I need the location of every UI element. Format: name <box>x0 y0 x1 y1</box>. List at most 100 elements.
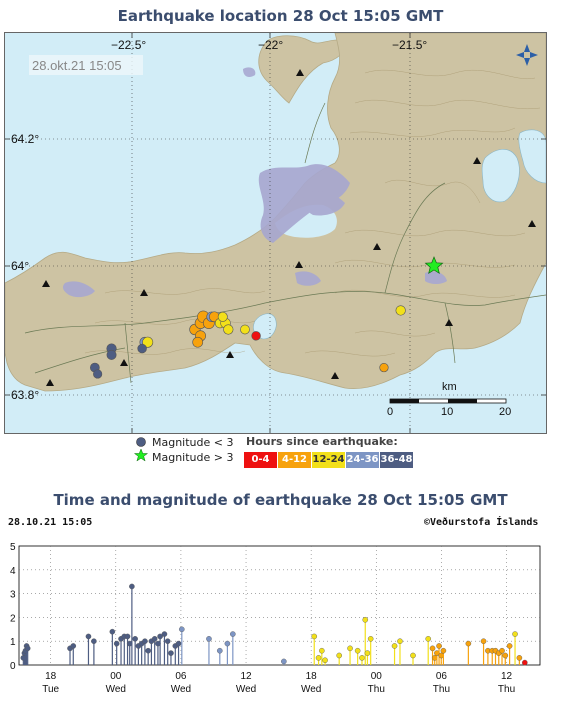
quake-point <box>436 643 442 649</box>
legend-symbols <box>134 437 148 462</box>
earthquake-map[interactable]: −22.5° −22° −21.5° 64.2° 64° 63.8° 28.ok… <box>4 32 547 434</box>
hours-24-36: 24-36 <box>346 452 379 468</box>
legend-small-label: Magnitude < 3 <box>152 436 234 449</box>
quake-point <box>429 645 436 652</box>
scale-tick-20: 20 <box>499 406 511 418</box>
quake-point <box>397 638 403 644</box>
quake-point <box>506 643 513 649</box>
y-tick-label: 1 <box>10 637 16 648</box>
lat-label-1: 64.2° <box>11 132 39 146</box>
quake-point <box>347 645 353 652</box>
frame-ticks <box>5 33 546 433</box>
quake-marker <box>240 324 250 335</box>
quake-point <box>109 628 116 635</box>
legend-large-label: Magnitude > 3 <box>152 451 234 464</box>
quake-point <box>281 658 287 665</box>
quake-marker <box>395 305 406 316</box>
x-day-label: Thu <box>433 684 450 695</box>
hours-4-12: 4-12 <box>278 452 311 468</box>
x-day-label: Tue <box>42 684 59 695</box>
quake-point <box>151 636 158 642</box>
legend-star-icon <box>134 448 148 462</box>
lon-label-2: −22° <box>258 38 283 52</box>
quake-marker <box>223 324 234 335</box>
graticule <box>5 33 546 433</box>
x-tick-label: 18 <box>45 671 57 682</box>
quake-marker <box>217 311 228 322</box>
land-north-west <box>258 35 347 104</box>
plot-area <box>18 545 541 666</box>
scale-tick-0: 0 <box>387 406 393 418</box>
quake-point <box>142 638 148 644</box>
quake-point <box>354 647 361 654</box>
quake-point <box>168 650 174 656</box>
quake-point <box>145 647 151 654</box>
quake-point <box>522 659 528 666</box>
quake-point <box>391 643 398 649</box>
y-tick-label: 0 <box>10 661 16 672</box>
x-tick-label: 00 <box>110 671 122 682</box>
quake-point <box>465 640 472 647</box>
quake-point <box>124 633 131 640</box>
quake-point <box>322 657 328 664</box>
x-tick-label: 06 <box>436 671 448 682</box>
large-quake-star-icon <box>424 256 444 275</box>
legend-small-dot-icon <box>136 437 146 447</box>
y-tick-label: 3 <box>10 590 16 601</box>
quake-point <box>179 626 185 633</box>
quake-point <box>367 636 374 642</box>
quake-point <box>157 633 163 640</box>
quake-point <box>113 640 120 647</box>
quake-marker <box>379 363 389 373</box>
quake-point <box>336 652 342 659</box>
x-day-label: Wed <box>236 684 256 695</box>
quake-marker <box>137 343 147 354</box>
scale-tick-10: 10 <box>441 406 453 418</box>
quake-marker <box>142 336 154 348</box>
chart-title: Time and magnitude of earthquake 28 Oct … <box>53 491 508 509</box>
y-tick-label: 4 <box>10 566 16 577</box>
quake-point <box>315 655 322 661</box>
quake-point <box>311 633 318 640</box>
quake-point <box>425 636 432 642</box>
chart-date: 28.10.21 15:05 <box>8 517 93 528</box>
quake-markers <box>90 256 444 379</box>
x-tick-label: 06 <box>175 671 187 682</box>
lat-label-2: 64° <box>11 259 29 273</box>
quake-marker <box>192 336 204 348</box>
quake-point <box>164 638 171 644</box>
lava-fields <box>62 67 447 298</box>
seismic-stations <box>42 69 536 386</box>
imo-logo <box>516 44 538 66</box>
x-tick-label: 12 <box>240 671 252 682</box>
hours-36-48: 36-48 <box>380 452 413 468</box>
quake-point <box>224 640 231 647</box>
quake-point <box>364 650 371 656</box>
quake-marker <box>251 331 261 341</box>
lat-label-3: 63.8° <box>11 388 39 402</box>
timestamp-box <box>29 55 143 75</box>
quake-point <box>24 645 31 652</box>
quake-point <box>132 636 138 642</box>
quake-marker <box>93 369 103 379</box>
quake-point <box>85 633 92 640</box>
magnitude-time-chart: 01234518Tue00Wed06Wed12Wed18Wed00Thu06Th… <box>10 542 541 695</box>
map-title: Earthquake location 28 Oct 15:05 GMT <box>117 7 444 25</box>
x-day-label: Thu <box>368 684 385 695</box>
x-day-label: Thu <box>498 684 515 695</box>
map-timestamp: 28.okt.21 15:05 <box>32 58 122 73</box>
hours-12-24: 12-24 <box>312 452 345 468</box>
quake-point <box>175 640 182 647</box>
scale-unit: km <box>442 381 457 393</box>
quake-point <box>217 647 223 654</box>
quake-marker <box>106 349 117 360</box>
lake-thingvallavatn <box>481 149 520 203</box>
x-day-label: Wed <box>301 684 321 695</box>
quake-point <box>91 638 97 644</box>
y-tick-label: 2 <box>10 613 16 624</box>
quake-point <box>359 655 365 661</box>
x-day-label: Wed <box>171 684 191 695</box>
quake-point <box>502 652 509 659</box>
scale-bar: km 0 10 20 <box>387 381 511 418</box>
quake-point <box>161 631 168 637</box>
